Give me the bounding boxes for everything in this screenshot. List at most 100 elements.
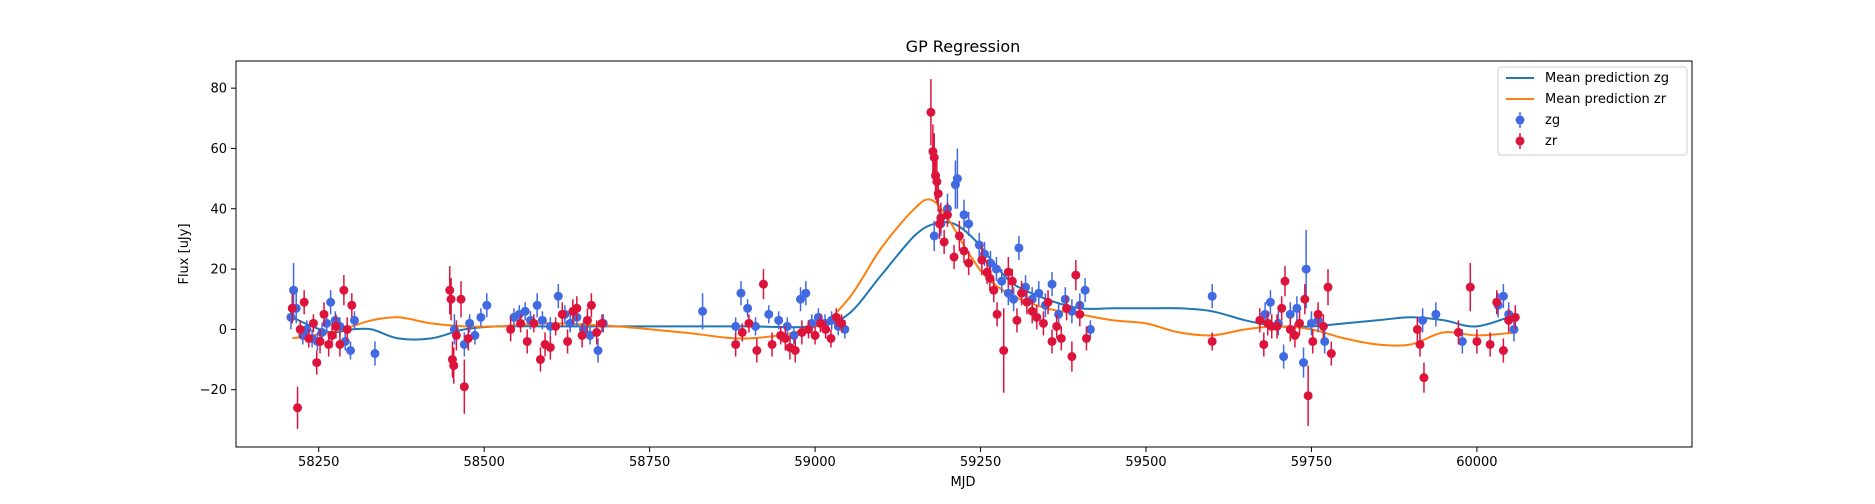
data-point-zr <box>449 361 459 371</box>
y-tick-label: 20 <box>210 263 227 278</box>
data-point-zr <box>1272 321 1282 331</box>
data-point-zr <box>1308 336 1318 346</box>
data-point-zr <box>964 258 974 268</box>
data-point-zr <box>821 324 831 334</box>
data-point-zr <box>347 300 357 310</box>
data-point-zr <box>810 330 820 340</box>
data-point-zg <box>1509 324 1519 334</box>
data-point-zg <box>520 306 530 316</box>
data-point-zg <box>1047 279 1057 289</box>
data-point-zr <box>522 336 532 346</box>
data-point-zr <box>1290 330 1300 340</box>
data-point-zg <box>349 315 359 325</box>
x-tick-label: 58750 <box>629 455 670 470</box>
x-tick-label: 60000 <box>1456 455 1497 470</box>
data-point-zg <box>997 276 1007 286</box>
data-point-zg <box>1279 352 1289 362</box>
data-point-zg <box>1498 291 1508 301</box>
data-point-zr <box>315 336 325 346</box>
data-point-zg <box>774 315 784 325</box>
data-point-zg <box>482 300 492 310</box>
x-tick-label: 58250 <box>298 455 339 470</box>
data-point-zr <box>1255 315 1265 325</box>
data-point-zg <box>782 321 792 331</box>
data-point-zg <box>796 294 806 304</box>
y-tick-label: 0 <box>219 323 227 338</box>
data-point-zr <box>451 330 461 340</box>
data-point-zr <box>1303 391 1313 401</box>
data-point-zr <box>506 324 516 334</box>
series-line-mean-zg <box>291 221 1517 341</box>
data-point-zr <box>954 231 964 241</box>
axes: 58250 58500 58750 59000 59250 59500 59750 60000… <box>200 60 1693 470</box>
data-point-zr <box>1295 318 1305 328</box>
data-point-zr <box>331 321 341 331</box>
data-point-zr <box>737 327 747 337</box>
data-point-zg <box>736 288 746 298</box>
chart-title: GP Regression <box>906 37 1021 56</box>
data-point-zr <box>767 339 777 349</box>
data-point-zr <box>780 333 790 343</box>
data-point-zr <box>445 285 455 295</box>
data-point-zg <box>326 297 336 307</box>
data-point-zg <box>593 346 603 355</box>
data-point-zg <box>929 231 939 241</box>
data-point-zg <box>1085 324 1095 334</box>
data-point-zr <box>557 309 567 319</box>
data-point-zr <box>926 107 936 117</box>
data-point-zg <box>537 315 547 325</box>
data-point-zr <box>1277 303 1287 313</box>
data-point-zg <box>964 219 974 229</box>
data-point-zg <box>476 312 486 322</box>
data-point-zr <box>1326 349 1336 359</box>
data-point-zr <box>293 403 303 413</box>
legend-swatch-zg <box>1515 112 1525 128</box>
data-point-zg <box>289 285 299 295</box>
data-point-zr <box>1071 270 1081 280</box>
data-point-zg <box>1080 285 1090 295</box>
data-point-zr <box>308 318 318 328</box>
data-point-zr <box>1280 276 1290 286</box>
data-point-zr <box>1492 297 1502 307</box>
data-point-zr <box>1318 321 1328 331</box>
data-point-zr <box>1032 312 1042 322</box>
data-point-zr <box>989 285 999 295</box>
data-point-zr <box>586 300 596 310</box>
data-point-zg <box>985 258 995 268</box>
data-point-zr <box>1419 373 1429 383</box>
data-point-zg <box>801 288 811 298</box>
data-point-zr <box>731 339 741 349</box>
data-point-zr <box>744 318 754 328</box>
series-zg <box>286 148 1519 378</box>
data-point-zr <box>463 333 473 343</box>
data-point-zr <box>1062 303 1072 313</box>
data-point-zr <box>949 252 959 262</box>
data-point-zg <box>731 321 741 331</box>
data-point-zr <box>1052 321 1062 331</box>
data-point-zg <box>1418 315 1428 325</box>
data-point-zr <box>287 303 297 313</box>
data-point-zg <box>1003 288 1013 298</box>
data-point-zr <box>933 189 943 199</box>
data-point-zg <box>1299 358 1309 368</box>
data-point-zr <box>1498 346 1508 355</box>
data-point-zr <box>1003 267 1013 277</box>
data-point-zg <box>764 309 774 319</box>
data-point-zg <box>952 174 962 184</box>
data-point-zr <box>342 324 352 334</box>
data-point-zg <box>370 349 380 359</box>
series-zr <box>287 79 1520 429</box>
data-point-zr <box>1465 282 1475 292</box>
legend-label-mean-zr: Mean prediction zr <box>1545 92 1667 107</box>
data-point-zr <box>1067 352 1077 362</box>
data-point-zr <box>551 321 561 331</box>
data-point-zg <box>317 327 327 337</box>
data-point-zr <box>572 303 582 313</box>
data-point-zr <box>597 318 607 328</box>
legend: Mean prediction zg Mean prediction zr zg… <box>1497 66 1688 156</box>
data-point-zr <box>459 382 469 392</box>
data-point-zr <box>446 294 456 304</box>
data-point-zg <box>1060 294 1070 304</box>
data-point-zr <box>324 339 334 349</box>
